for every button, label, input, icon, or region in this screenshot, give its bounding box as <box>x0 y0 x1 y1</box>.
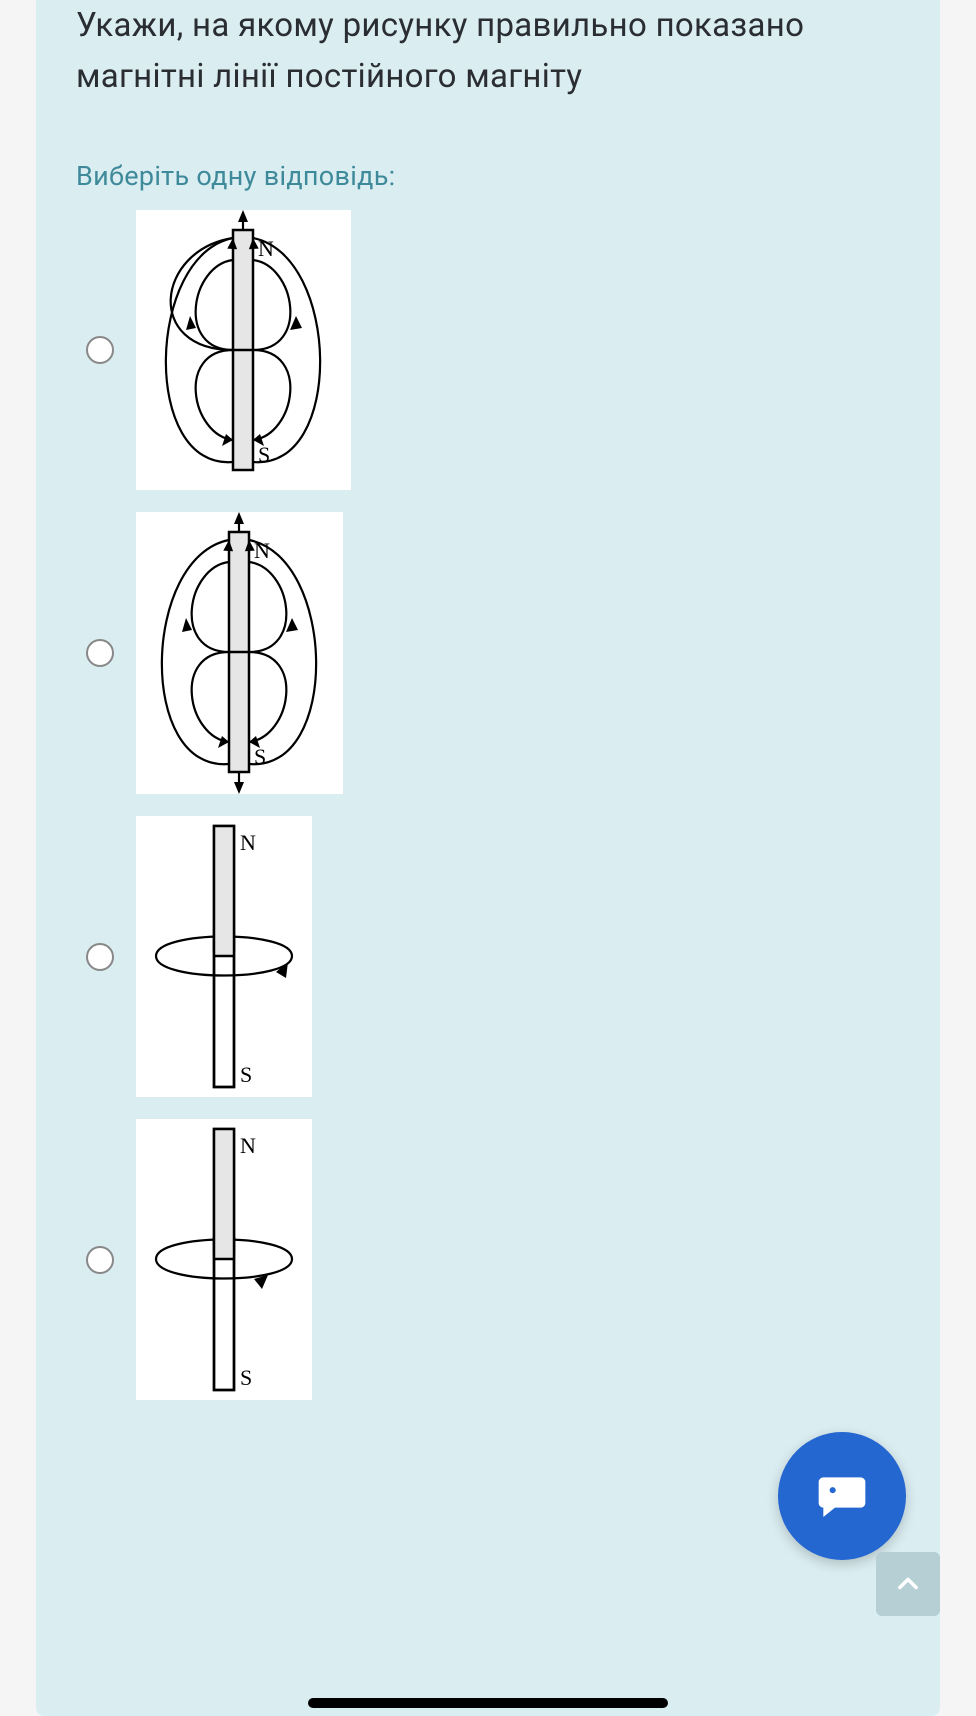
magnet-diagram-d: N S <box>136 1119 312 1400</box>
radio-option-c[interactable] <box>86 943 114 971</box>
option-row: N S <box>76 816 900 1097</box>
question-text: Укажи, на якому рисунку правильно показа… <box>76 0 900 102</box>
options-list: N S <box>76 210 900 1422</box>
label-s: S <box>240 1365 252 1390</box>
option-image-b: N S <box>136 512 343 794</box>
label-n: N <box>240 1133 256 1158</box>
option-row: N S <box>76 210 900 490</box>
option-image-c: N S <box>136 816 312 1097</box>
option-image-a: N S <box>136 210 351 490</box>
option-row: N S <box>76 512 900 794</box>
answer-prompt: Виберіть одну відповідь: <box>76 160 900 192</box>
label-n: N <box>240 830 256 855</box>
label-s: S <box>258 442 270 467</box>
home-indicator <box>308 1698 668 1708</box>
option-image-d: N S <box>136 1119 312 1400</box>
magnet-diagram-c: N S <box>136 816 312 1097</box>
radio-option-b[interactable] <box>86 639 114 667</box>
chat-icon <box>814 1468 870 1524</box>
label-n: N <box>254 538 270 563</box>
radio-option-d[interactable] <box>86 1246 114 1274</box>
magnet-diagram-a: N S <box>136 210 351 490</box>
label-n: N <box>258 236 274 261</box>
option-row: N S <box>76 1119 900 1400</box>
chat-button[interactable] <box>778 1432 906 1560</box>
label-s: S <box>254 744 266 769</box>
chevron-up-icon <box>894 1570 922 1598</box>
label-s: S <box>240 1062 252 1087</box>
magnet-diagram-b: N S <box>136 512 343 794</box>
radio-option-a[interactable] <box>86 336 114 364</box>
scroll-to-top-button[interactable] <box>876 1552 940 1616</box>
